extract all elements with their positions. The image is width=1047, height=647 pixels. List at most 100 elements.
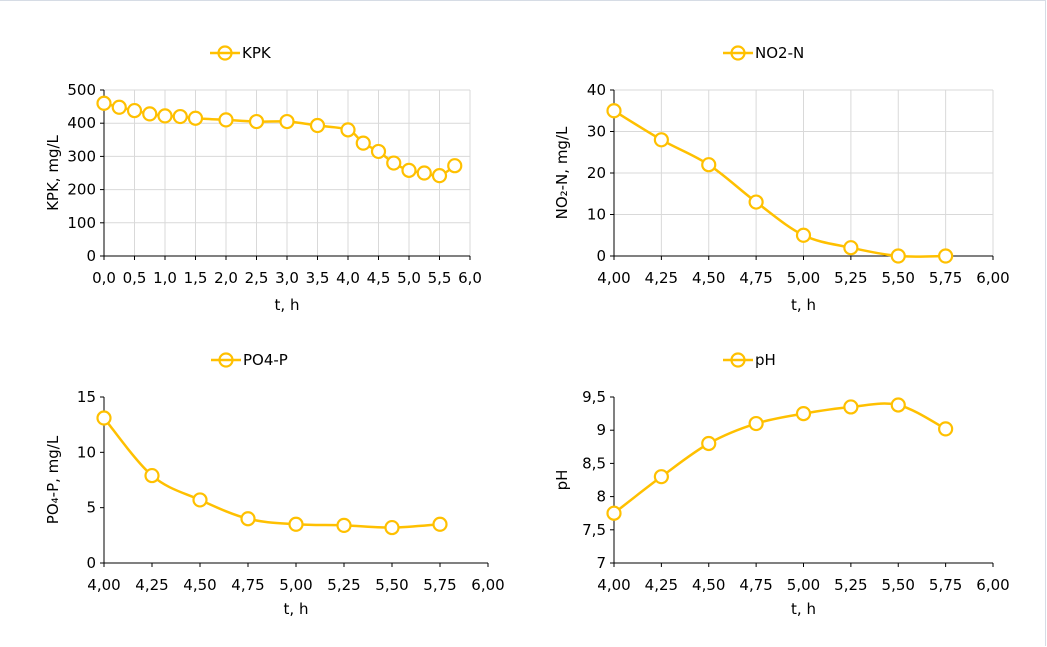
x-tick-label: 3,0 [275,269,299,287]
x-tick-label: 5,0 [397,269,421,287]
x-tick-label: 4,25 [645,576,678,594]
x-tick-label: 4,00 [597,269,630,287]
data-point [401,162,417,178]
data-point [370,143,387,160]
x-tick-label: 5,00 [787,576,820,594]
legend-marker [730,45,746,61]
chart-0: 0,0 0,5 1,0 1,5 2,0 2,5 3,0 3,5 4,0 4,5 5,0 5,5 6,0 0… [44,44,482,314]
y-axis-label: NO₂-N, mg/L [553,126,571,219]
data-point [890,248,906,264]
x-tick-label: 5,00 [279,576,312,594]
data-point [144,467,160,484]
legend-marker [217,45,233,61]
x-tick-label: 6,00 [976,269,1009,287]
y-tick-label: 9,5 [582,388,606,406]
y-tick-label: 10 [77,443,96,461]
x-tick-label: 5,75 [423,576,456,594]
y-tick-label: 0 [86,247,96,265]
x-tick-label: 4,50 [692,269,725,287]
data-point [157,108,173,124]
legend-label: PO4-P [243,351,288,369]
data-point [938,421,954,437]
data-point [340,122,356,138]
y-tick-label: 5 [86,499,96,517]
y-tick-label: 30 [587,123,606,141]
y-tick-label: 15 [77,388,96,406]
x-tick-label: 3,5 [306,269,330,287]
x-tick-label: 5,5 [428,269,452,287]
data-point [653,469,669,485]
x-tick-label: 5,50 [375,576,408,594]
x-tick-label: 5,25 [834,576,867,594]
data-point [843,399,859,415]
data-point [142,106,158,122]
x-tick-label: 5,75 [929,269,962,287]
x-axis-label: t, h [275,296,300,314]
x-tick-label: 5,75 [929,576,962,594]
x-tick-label: 1,5 [184,269,208,287]
x-tick-label: 4,25 [135,576,168,594]
data-point [187,110,204,126]
y-tick-label: 0 [596,247,606,265]
data-point [111,99,127,115]
legend-marker [218,352,234,368]
x-axis-label: t, h [791,296,816,314]
legend: PO4-P [211,351,288,369]
data-point [96,410,112,426]
data-point [386,155,402,171]
data-point [748,415,764,432]
data-point [701,435,717,452]
y-tick-label: 8,5 [582,454,606,472]
data-point [309,117,326,134]
y-tick-label: 7,5 [582,521,606,539]
x-axis-label: t, h [791,600,816,618]
data-point [172,108,188,125]
x-tick-label: 4,50 [183,576,216,594]
data-point [447,158,463,174]
x-tick-label: 5,50 [882,576,915,594]
data-point [606,505,622,521]
data-point [248,113,265,130]
y-tick-label: 40 [587,81,606,99]
y-tick-label: 500 [67,81,96,99]
y-tick-label: 200 [67,181,96,199]
x-tick-label: 4,0 [336,269,360,287]
data-point [795,406,812,422]
x-tick-label: 4,75 [231,576,264,594]
x-tick-label: 4,50 [692,576,725,594]
x-tick-label: 4,5 [367,269,391,287]
legend-label: pH [755,351,776,369]
y-tick-label: 20 [587,164,606,182]
x-tick-label: 2,0 [214,269,238,287]
x-tick-label: 4,00 [597,576,630,594]
y-axis-label: KPK, mg/L [44,134,62,210]
x-tick-label: 5,00 [787,269,820,287]
data-point [96,95,112,111]
y-tick-label: 10 [587,206,606,224]
legend-label: NO2-N [755,44,804,62]
data-point [218,112,234,128]
y-axis-label: PO₄-P, mg/L [44,435,62,524]
chart-3: 4,00 4,25 4,50 4,75 5,00 5,25 5,50 5,75 6,00 7 7,5… [553,351,1010,618]
y-axis-label: pH [553,470,571,491]
data-point [432,516,448,532]
y-tick-label: 0 [86,554,96,572]
data-point [126,102,143,119]
legend: NO2-N [723,44,804,62]
x-tick-label: 4,75 [739,576,772,594]
data-point [192,492,208,508]
y-tick-label: 400 [67,114,96,132]
data-point [890,397,906,413]
data-point [336,517,352,533]
data-point [653,132,669,148]
data-point [384,519,400,536]
legend-marker [730,352,746,368]
x-tick-label: 6,00 [976,576,1009,594]
y-tick-label: 7 [596,554,606,572]
x-tick-label: 4,75 [739,269,772,287]
legend-label: KPK [242,44,272,62]
legend: pH [723,351,776,369]
x-tick-label: 4,00 [87,576,120,594]
